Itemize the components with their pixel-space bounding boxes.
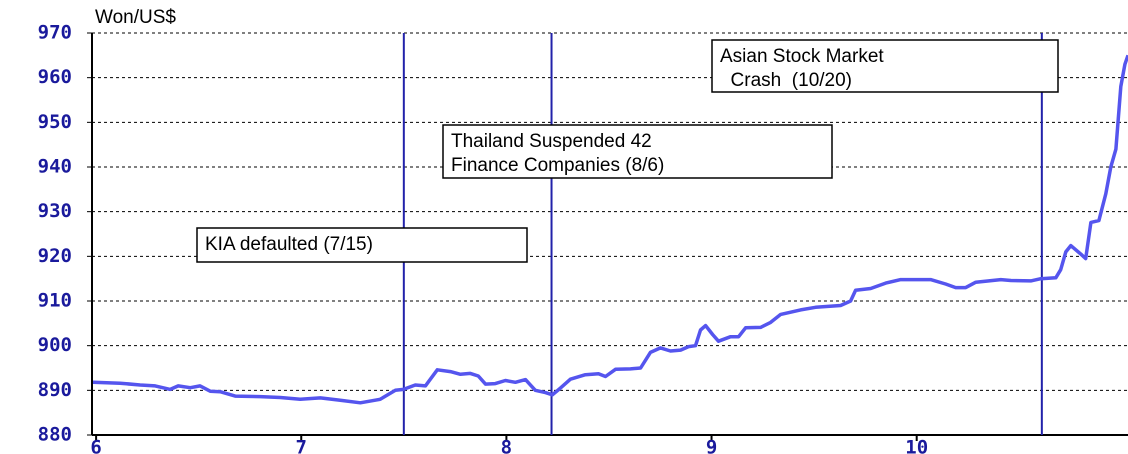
y-axis-label: Won/US$ bbox=[95, 7, 176, 28]
annotation-text: KIA defaulted (7/15) bbox=[205, 234, 373, 255]
y-tick-label: 950 bbox=[38, 111, 72, 133]
annotation-box bbox=[711, 39, 1059, 93]
y-tick-label: 960 bbox=[38, 66, 72, 88]
y-tick-label: 940 bbox=[38, 156, 72, 178]
y-tick-label: 910 bbox=[38, 290, 72, 312]
annotation-text: Crash (10/20) bbox=[720, 70, 852, 91]
annotation-text: Thailand Suspended 42 bbox=[451, 131, 652, 152]
data-line bbox=[92, 54, 1128, 405]
annotation-text: Asian Stock Market bbox=[720, 46, 884, 67]
y-tick-label: 880 bbox=[38, 424, 72, 446]
y-tick-label: 900 bbox=[38, 334, 72, 356]
x-tick-label: 9 bbox=[706, 437, 717, 454]
annotation-box bbox=[196, 227, 528, 263]
x-tick-label: 8 bbox=[501, 437, 512, 454]
annotation-box bbox=[442, 124, 833, 179]
x-tick-label: 10 bbox=[905, 437, 928, 454]
y-tick-label: 970 bbox=[38, 22, 72, 44]
y-tick-label: 930 bbox=[38, 200, 72, 222]
x-tick-label: 6 bbox=[90, 437, 101, 454]
annotation-text: Finance Companies (8/6) bbox=[451, 155, 664, 176]
y-tick-label: 920 bbox=[38, 245, 72, 267]
x-tick-label: 7 bbox=[296, 437, 307, 454]
y-tick-label: 890 bbox=[38, 379, 72, 401]
